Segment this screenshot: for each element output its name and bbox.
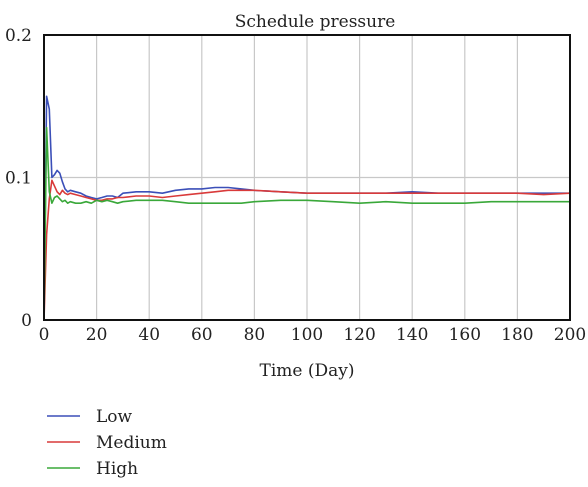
x-axis-label: Time (Day) [260, 361, 355, 381]
x-tick-label: 40 [138, 325, 160, 345]
x-tick-label: 140 [396, 325, 428, 345]
series-line-high [43, 126, 570, 321]
y-tick-label: 0 [21, 311, 32, 331]
x-tick-label: 100 [291, 325, 323, 345]
series-line-medium [43, 179, 571, 321]
grid-lines [44, 35, 570, 320]
x-tick-label: 20 [86, 325, 108, 345]
chart-title: Schedule pressure [235, 12, 396, 32]
plot-area-frame [43, 34, 571, 321]
y-tick-label: 0.1 [5, 169, 32, 189]
x-tick-label: 160 [449, 325, 481, 345]
legend-label-low: Low [96, 407, 133, 427]
x-tick-label: 60 [191, 325, 213, 345]
x-tick-label: 200 [554, 325, 586, 345]
legend-label-high: High [96, 459, 138, 479]
legend: Low Medium High [47, 407, 167, 479]
x-axis-ticks: 0 20 40 60 80 100 120 140 160 180 200 [39, 325, 587, 345]
x-tick-label: 0 [39, 325, 50, 345]
x-tick-label: 180 [501, 325, 533, 345]
x-tick-label: 120 [343, 325, 375, 345]
y-axis-ticks: 0 0.1 0.2 [5, 26, 32, 331]
y-tick-label: 0.2 [5, 26, 32, 46]
legend-label-medium: Medium [96, 433, 167, 453]
x-tick-label: 80 [244, 325, 266, 345]
series-layer [43, 95, 571, 321]
